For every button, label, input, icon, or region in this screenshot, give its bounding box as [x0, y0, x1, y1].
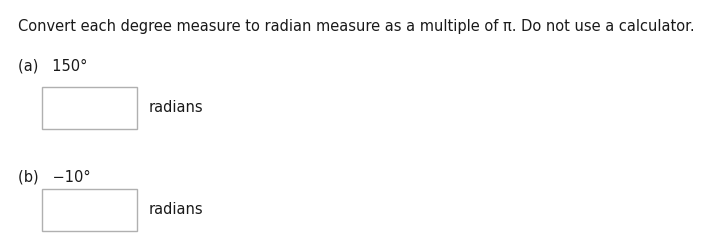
Text: radians: radians: [149, 202, 203, 217]
Bar: [42, 189, 137, 231]
Text: (b)   −10°: (b) −10°: [18, 169, 91, 184]
Text: Convert each degree measure to radian measure as a multiple of π. Do not use a c: Convert each degree measure to radian me…: [18, 19, 695, 34]
Text: (a)   150°: (a) 150°: [18, 58, 87, 73]
Text: radians: radians: [149, 100, 203, 115]
Bar: [42, 87, 137, 129]
